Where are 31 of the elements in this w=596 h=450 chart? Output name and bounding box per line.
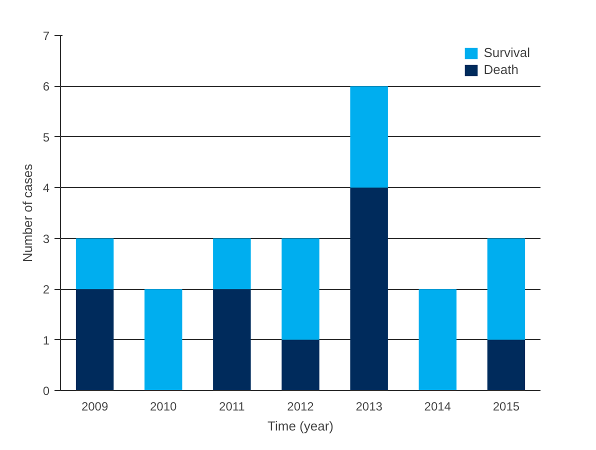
bar: [144, 289, 182, 390]
x-tick-label: 2009: [81, 400, 108, 414]
bar: [282, 340, 320, 390]
bar: [213, 289, 251, 390]
bar: [350, 86, 388, 188]
legend-label: Death: [484, 62, 518, 77]
bar: [350, 188, 388, 390]
bar: [418, 289, 456, 390]
y-tick-label: 7: [42, 29, 50, 43]
bar: [213, 238, 251, 290]
x-tick-label: 2013: [356, 400, 383, 414]
bar: [487, 340, 526, 390]
x-tick-label: 2012: [287, 400, 314, 414]
x-tick-label: 2010: [150, 400, 178, 414]
y-tick-label: 6: [42, 80, 50, 94]
y-tick-label: 0: [42, 384, 50, 398]
y-axis-title: Number of cases: [20, 163, 35, 262]
y-tick-label: 4: [42, 181, 50, 196]
x-tick-label: 2015: [492, 400, 520, 414]
x-tick-label: 2011: [219, 400, 246, 414]
y-tick-label: 2: [42, 282, 50, 297]
y-tick-label: 5: [42, 130, 50, 144]
y-tick-label: 3: [42, 232, 50, 246]
x-axis-title: Time (year): [268, 418, 334, 434]
bar: [76, 238, 114, 290]
bar: [282, 238, 320, 340]
legend-label: Survival: [484, 45, 530, 60]
bar: [487, 238, 526, 340]
y-tick-label: 1: [42, 333, 50, 348]
bar: [76, 289, 114, 390]
x-tick-label: 2014: [424, 400, 452, 414]
